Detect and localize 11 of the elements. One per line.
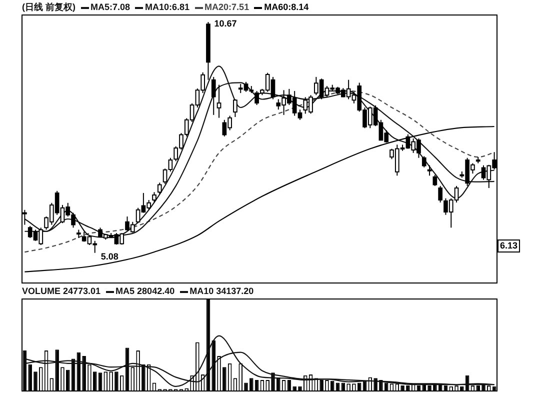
legend-label: MA10 34137.20 <box>190 286 254 296</box>
text: 6.13 <box>500 240 518 250</box>
legend-label: MA60:8.14 <box>264 2 309 12</box>
legend-label: MA20:7.51 <box>204 2 250 12</box>
chart-title: VOLUME 24773.01 <box>22 286 101 296</box>
annotation: 5.08 <box>100 251 118 262</box>
chart-title: (日线 前复权) <box>22 2 76 12</box>
legend-label: MA5 28042.40 <box>116 286 175 296</box>
legend-label: MA10:6.81 <box>145 2 190 12</box>
annotation: 10.67 <box>214 18 237 29</box>
legend-label: MA5:7.08 <box>90 2 130 12</box>
